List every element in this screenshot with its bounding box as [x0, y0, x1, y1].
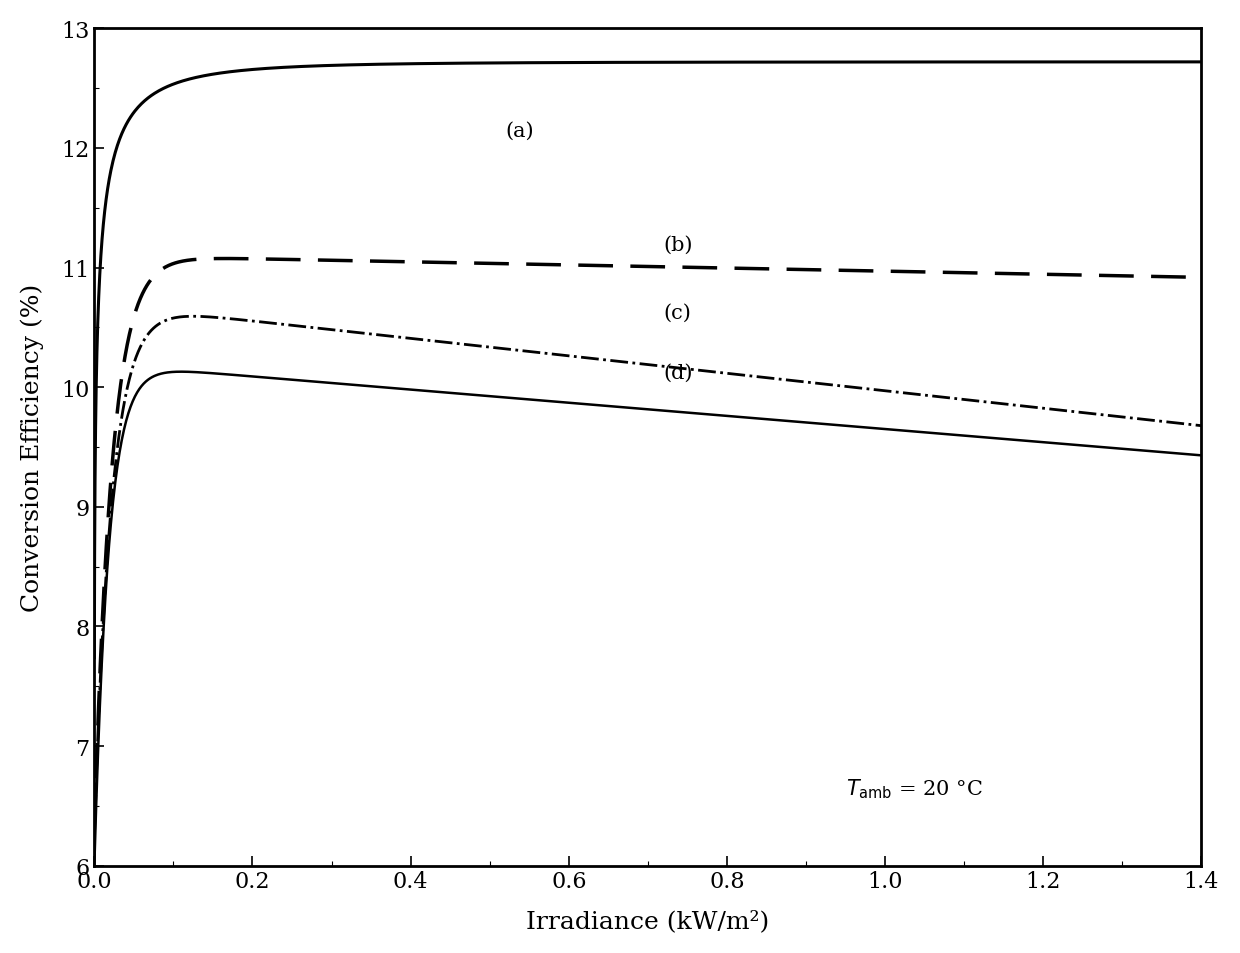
Y-axis label: Conversion Efficiency (%): Conversion Efficiency (%)	[21, 284, 45, 612]
Text: (c): (c)	[663, 303, 692, 322]
Text: (d): (d)	[663, 363, 693, 382]
Text: $T_{\rm amb}$ = 20 °C: $T_{\rm amb}$ = 20 °C	[846, 777, 982, 800]
Text: (b): (b)	[663, 235, 693, 254]
X-axis label: Irradiance (kW/m²): Irradiance (kW/m²)	[526, 909, 770, 932]
Text: (a): (a)	[506, 122, 534, 141]
